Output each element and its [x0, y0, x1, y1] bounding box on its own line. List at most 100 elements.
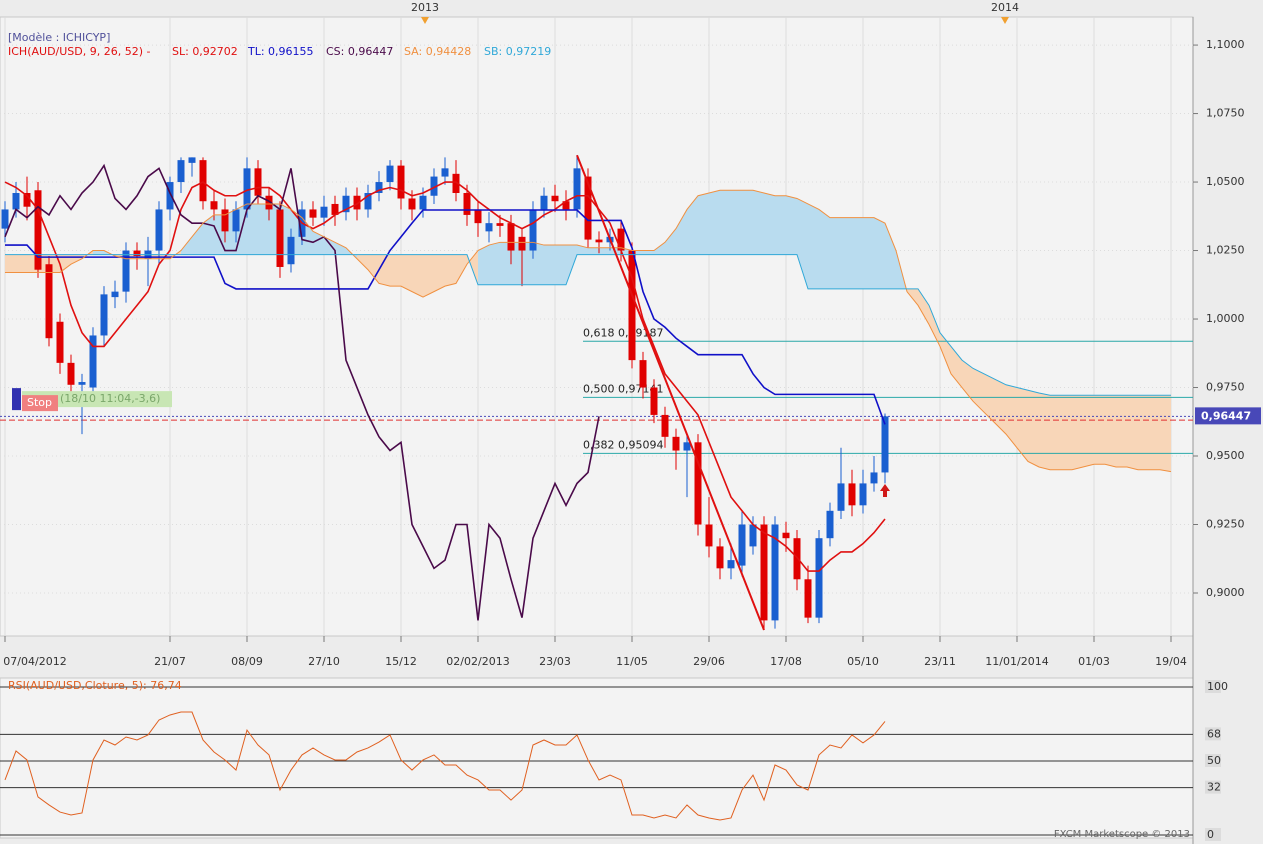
- candle-body: [177, 160, 185, 183]
- candle-body: [485, 223, 493, 232]
- candle-body: [221, 209, 229, 232]
- candle-body: [628, 250, 636, 361]
- y-tick-label: 0,9500: [1206, 449, 1245, 462]
- candle-body: [782, 532, 790, 539]
- cloud-fill: [1160, 395, 1171, 472]
- y-tick-label: 0: [1207, 828, 1214, 841]
- cloud-fill: [401, 254, 412, 292]
- cloud-fill: [797, 198, 808, 289]
- cloud-fill: [313, 231, 324, 255]
- fib-label: 0,382 0,95094: [583, 438, 663, 451]
- level-tag: [1205, 727, 1221, 741]
- cloud-fill: [544, 245, 555, 285]
- candle-body: [496, 223, 504, 226]
- candle-body: [738, 524, 746, 566]
- candle-body: [100, 294, 108, 336]
- cloud-fill: [808, 203, 819, 289]
- cloud-fill: [841, 217, 852, 289]
- cloud-fill: [335, 242, 346, 255]
- candle-body: [78, 382, 86, 385]
- candle-body: [232, 209, 240, 232]
- candle-body: [320, 206, 328, 218]
- candle-body: [12, 193, 20, 210]
- candle-body: [848, 483, 856, 506]
- cloud-fill: [885, 223, 896, 289]
- candle-body: [804, 579, 812, 618]
- x-tick-label: 21/07: [154, 655, 186, 668]
- fib-label: 0,618 0,99187: [583, 326, 663, 339]
- x-tick-label: 02/02/2013: [446, 655, 509, 668]
- indicator-line: [4, 181, 886, 572]
- candle-body: [859, 483, 867, 506]
- indicator-line: [5, 209, 886, 425]
- legend-entry: CS: 0,96447: [326, 45, 393, 58]
- candle-body: [89, 335, 97, 388]
- price-tag-label: 0,96447: [1201, 409, 1251, 422]
- year-marker: 2013: [411, 1, 439, 14]
- cloud-fill: [929, 305, 940, 347]
- y-tick-label: 1,1000: [1206, 38, 1245, 51]
- candle-body: [353, 195, 361, 210]
- candle-body: [694, 442, 702, 525]
- x-tick-label: 23/11: [924, 655, 956, 668]
- candle-body: [573, 168, 581, 210]
- cloud-fill: [522, 242, 533, 285]
- price-tag: [1195, 407, 1261, 425]
- candle-body: [34, 190, 42, 270]
- y-tick-label: 0,9750: [1206, 381, 1245, 394]
- candle-body: [815, 538, 823, 618]
- cloud-fill: [1127, 395, 1138, 470]
- candle-body: [441, 168, 449, 177]
- stop-box: [22, 395, 58, 412]
- candle-body: [584, 176, 592, 240]
- candle-body: [1, 209, 9, 229]
- cloud-fill: [1028, 390, 1039, 467]
- candle-body: [199, 160, 207, 202]
- candle-body: [243, 168, 251, 210]
- cloud-fill: [984, 373, 995, 424]
- cloud-fill: [412, 254, 423, 298]
- candle-body: [276, 209, 284, 267]
- cloud-fill: [5, 254, 16, 273]
- stop-marker: [12, 388, 21, 411]
- year-marker-arrow: [421, 17, 429, 24]
- cloud-fill: [60, 254, 71, 273]
- cloud-fill: [445, 254, 456, 287]
- y-tick-label: 0,9250: [1206, 517, 1245, 530]
- candle-body: [661, 414, 669, 437]
- cloud-fill: [1017, 387, 1028, 462]
- rsi-line: [4, 711, 886, 821]
- candle-body: [837, 483, 845, 511]
- candle-body: [265, 195, 273, 210]
- candle-body: [727, 560, 735, 569]
- cloud-fill: [852, 217, 863, 289]
- cloud-fill: [1138, 395, 1149, 470]
- candle-body: [331, 203, 339, 215]
- candle-body: [870, 472, 878, 484]
- cloud-fill: [555, 245, 566, 285]
- cloud-fill: [588, 247, 599, 255]
- x-tick-label: 17/08: [770, 655, 802, 668]
- y-tick-label: 100: [1207, 680, 1228, 693]
- x-tick-label: 11/01/2014: [985, 655, 1048, 668]
- cloud-fill: [181, 236, 192, 255]
- x-tick-label: 15/12: [385, 655, 417, 668]
- candle-body: [749, 524, 757, 547]
- rsi-title: RSI(AUD/USD,Cloture, 5): 76,74: [8, 679, 182, 692]
- candle-body: [683, 442, 691, 451]
- level-tag: [1205, 780, 1221, 794]
- candle-body: [518, 236, 526, 251]
- cloud-fill: [1094, 395, 1105, 465]
- cloud-fill: [1116, 395, 1127, 467]
- candle-body: [364, 193, 372, 210]
- candle-body: [155, 209, 163, 251]
- candle-body: [595, 239, 603, 243]
- candle-body: [881, 416, 889, 473]
- cloud-fill: [874, 217, 885, 289]
- x-tick-label: 01/03: [1078, 655, 1110, 668]
- cloud-fill: [1072, 395, 1083, 470]
- x-tick-label: 23/03: [539, 655, 571, 668]
